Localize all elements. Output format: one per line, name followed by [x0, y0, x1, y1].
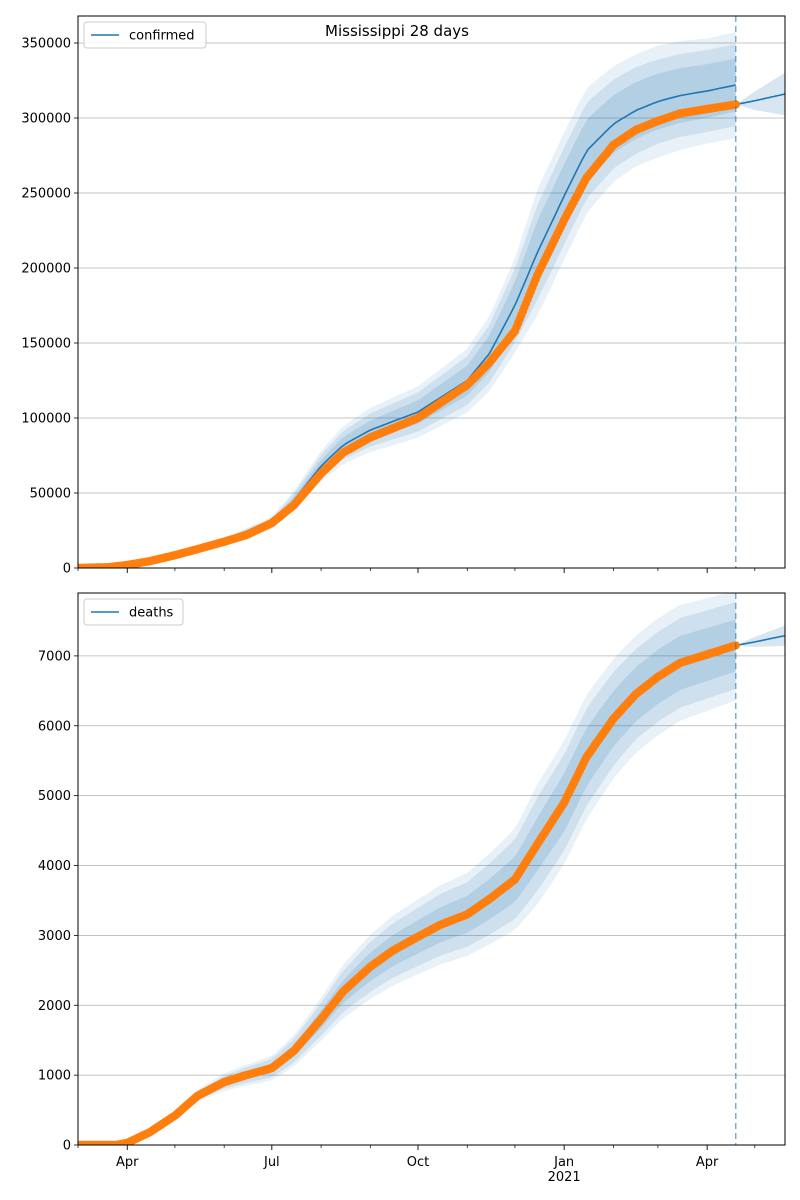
- y-tick-label: 7000: [38, 649, 71, 664]
- y-tick-label: 1000: [38, 1069, 71, 1084]
- y-tick-label: 2000: [38, 999, 71, 1014]
- y-tick-label: 0: [63, 1139, 71, 1154]
- y-tick-label: 4000: [38, 859, 71, 874]
- uncertainty-band-inner: [78, 58, 736, 568]
- y-tick-label: 200000: [21, 262, 71, 277]
- y-tick-label: 50000: [30, 487, 71, 502]
- uncertainty-band-outer: [78, 593, 736, 1145]
- x-tick-label: Jan: [553, 1155, 574, 1170]
- y-tick-label: 0: [63, 562, 71, 577]
- forecast-line: [735, 93, 785, 106]
- legend-box: [83, 21, 207, 49]
- legend: deaths: [83, 598, 184, 626]
- y-tick-label: 250000: [21, 187, 71, 202]
- axes-frame: [77, 15, 786, 569]
- plot-area: [78, 593, 785, 1145]
- legend-label: deaths: [129, 606, 174, 621]
- y-tick-label: 350000: [21, 37, 71, 52]
- x-tick-label: Apr: [696, 1155, 719, 1170]
- y-tick-label: 100000: [21, 412, 71, 427]
- y-tick-label: 300000: [21, 112, 71, 127]
- y-tick-label: 3000: [38, 929, 71, 944]
- legend-box: [83, 598, 184, 626]
- legend-label: confirmed: [129, 29, 195, 44]
- panel-confirmed: 0 50000 100000 150000 200000 250000 300000 3500…: [21, 15, 786, 577]
- uncertainty-band-mid: [78, 601, 736, 1145]
- forecast-band: [735, 625, 785, 647]
- forecast-band: [735, 72, 785, 116]
- y-tick-label: 6000: [38, 719, 71, 734]
- panel-deaths: 0 1000 2000 3000 4000 5000 6000 7000 Apr Jul Oct Ja…: [38, 592, 786, 1185]
- uncertainty-band-outer: [78, 31, 736, 568]
- x-tick-label: Apr: [116, 1155, 139, 1170]
- y-tick-label: 150000: [21, 337, 71, 352]
- x-tick-label: Jul: [263, 1155, 280, 1170]
- observed-points: [78, 100, 740, 568]
- uncertainty-band-mid: [78, 43, 736, 568]
- chart-title: Mississippi 28 days: [325, 22, 469, 40]
- x-year-label: 2021: [548, 1170, 581, 1185]
- axes-frame: [77, 592, 786, 1146]
- x-tick-label: Oct: [407, 1155, 429, 1170]
- y-tick-label: 5000: [38, 789, 71, 804]
- plot-area: [78, 31, 785, 568]
- observed-point: [731, 100, 740, 109]
- legend: confirmed: [83, 21, 207, 49]
- forecast-line: [735, 634, 785, 647]
